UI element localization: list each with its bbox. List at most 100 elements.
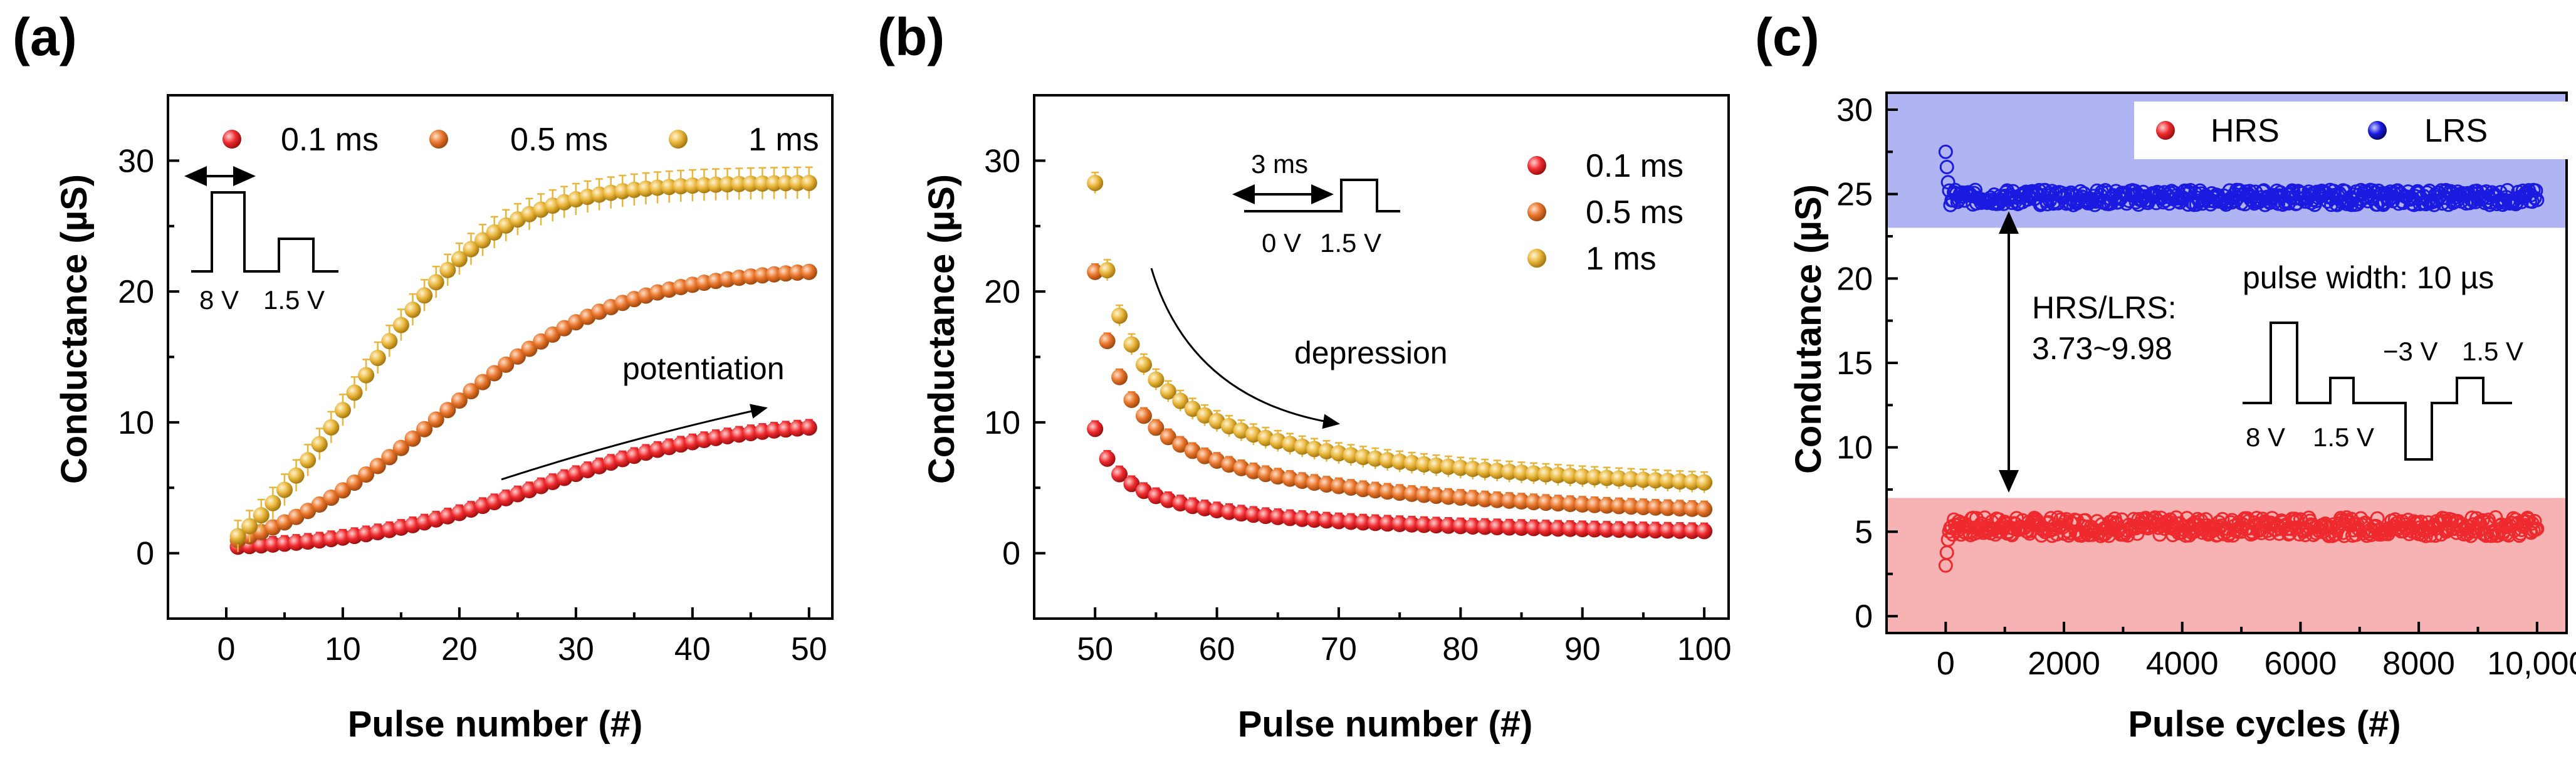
data-point	[334, 402, 351, 419]
data-point	[1525, 520, 1542, 537]
data-point	[708, 176, 725, 193]
data-point	[1184, 498, 1201, 515]
data-point	[1452, 459, 1469, 476]
data-point	[1440, 517, 1457, 534]
x-tick-label: 40	[674, 631, 711, 667]
data-point	[1562, 496, 1579, 513]
data-point	[1477, 461, 1494, 478]
legend-label-0.5ms: 0.5 ms	[1586, 194, 1683, 231]
data-point	[1549, 520, 1566, 537]
depression-arrow-icon	[1150, 268, 1340, 429]
panel-b-y-axis-title: Conductance (µS)	[921, 174, 962, 484]
x-tick-label: 20	[441, 631, 478, 667]
data-point	[2527, 191, 2542, 206]
data-point	[1233, 505, 1250, 522]
data-point	[1683, 500, 1700, 517]
x-tick-label: 50	[1077, 631, 1113, 667]
x-tick-label: 90	[1564, 631, 1601, 667]
data-point	[800, 263, 817, 280]
data-point	[2530, 521, 2545, 537]
y-tick-label: 10	[1836, 430, 1873, 466]
panel-b-chart: 50 60 70 80 90 100 0 10 20 30 Pulse number (#) Co…	[921, 94, 1732, 745]
pulse-sequence-waveform-icon	[2243, 322, 2512, 461]
data-point	[637, 181, 654, 197]
data-point	[1257, 429, 1274, 446]
x-tick-label: 0	[217, 631, 236, 667]
data-point	[416, 421, 433, 437]
x-tick-label: 100	[1677, 631, 1732, 667]
data-point	[1440, 488, 1457, 505]
data-point	[1489, 491, 1505, 508]
panel-c-axes: 0 2000 4000 6000 8000 10,000 0 5 10 15 20 25 30	[1836, 92, 2576, 682]
data-point	[1611, 470, 1628, 487]
data-point	[2527, 513, 2542, 528]
data-point	[1513, 520, 1530, 537]
data-point	[1318, 442, 1335, 459]
data-point	[1513, 493, 1530, 510]
data-point	[486, 365, 503, 382]
data-point	[1148, 371, 1165, 388]
data-point	[1464, 518, 1481, 535]
legend-marker-hrs	[2156, 121, 2175, 140]
data-point	[1282, 470, 1299, 487]
data-point	[1659, 500, 1676, 516]
panel-a-pulse-inset	[184, 166, 338, 273]
data-point	[1696, 474, 1713, 491]
data-point	[1598, 497, 1615, 514]
data-point	[1099, 450, 1116, 467]
y-tick-label: 20	[984, 274, 1020, 310]
legend-label-lrs: LRS	[2424, 113, 2488, 149]
data-point	[766, 422, 783, 439]
x-tick-label: 30	[558, 631, 594, 667]
data-point	[1513, 464, 1530, 481]
data-point	[264, 495, 281, 511]
data-point	[1501, 463, 1518, 480]
y-tick-label: 15	[1836, 345, 1873, 382]
data-point	[1245, 506, 1262, 523]
data-point	[1257, 466, 1274, 483]
panel-b-pulse-inset	[1232, 179, 1400, 212]
data-point	[323, 489, 340, 506]
data-point	[1123, 391, 1140, 408]
panel-letter-a: (a)	[13, 8, 77, 66]
data-point	[1489, 463, 1505, 479]
data-point	[311, 436, 328, 453]
data-point	[1123, 476, 1140, 493]
data-point	[789, 420, 806, 437]
data-point	[427, 274, 444, 291]
data-point	[1672, 522, 1689, 539]
data-point	[474, 232, 491, 249]
legend-label-0.5ms: 0.5 ms	[510, 122, 608, 158]
data-point	[649, 179, 666, 196]
data-point	[2365, 183, 2380, 198]
data-point	[1537, 520, 1554, 537]
data-point	[1416, 516, 1433, 533]
data-point	[1428, 457, 1445, 474]
data-point	[1330, 478, 1347, 495]
y-tick-label: 10	[984, 405, 1020, 441]
data-point	[1306, 511, 1323, 528]
data-point	[1464, 490, 1481, 507]
data-point	[1343, 447, 1359, 464]
ratio-title: HRS/LRS:	[2032, 290, 2177, 325]
data-point	[1635, 498, 1652, 515]
data-point	[358, 367, 375, 384]
data-point	[696, 177, 713, 194]
y-tick-label: 20	[118, 274, 154, 310]
data-point	[1586, 521, 1603, 538]
data-point	[1330, 445, 1347, 462]
panel-b-x-axis-title: Pulse number (#)	[1238, 704, 1533, 745]
data-point	[1379, 483, 1396, 500]
depression-label: depression	[1294, 335, 1448, 370]
data-point	[381, 333, 398, 350]
data-point	[1269, 508, 1286, 525]
data-point	[1306, 441, 1323, 458]
inset-label-1.5v-read: 1.5 V	[2313, 422, 2374, 452]
panel-letter-b: (b)	[877, 8, 945, 66]
data-point	[1489, 519, 1505, 536]
panel-c-legend: HRS LRS	[2156, 113, 2488, 149]
data-point	[1245, 463, 1262, 479]
data-point	[1367, 450, 1384, 467]
panel-a-inset-label-8v: 8 V	[199, 285, 239, 315]
